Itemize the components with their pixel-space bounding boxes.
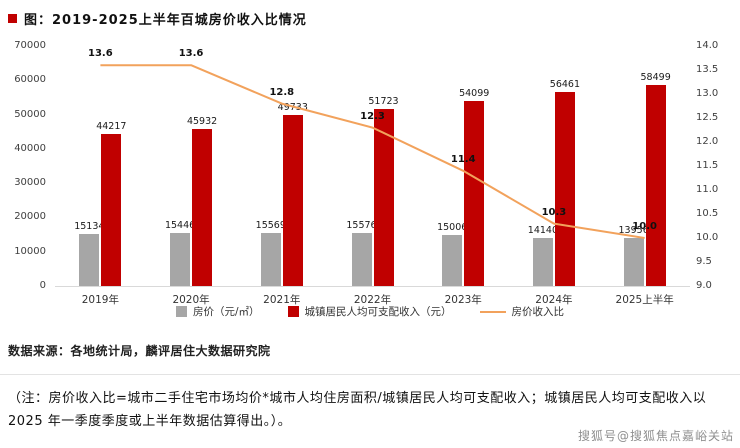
category-label: 2019年 [81, 294, 119, 306]
bar-value-label: 56461 [549, 79, 581, 91]
left-axis-tick-label: 0 [39, 280, 46, 291]
price-bar [532, 237, 553, 286]
bar-value-label: 15134 [74, 221, 105, 233]
bar-value-label: 58499 [640, 72, 671, 84]
right-axis-tick-label: 13.5 [696, 64, 719, 75]
left-axis-tick-label: 40000 [14, 142, 46, 154]
right-axis-tick-label: 12.5 [696, 112, 719, 123]
legend-label: 城镇居民人均可支配收入（元） [304, 306, 452, 318]
legend-item: 城镇居民人均可支配收入（元） [287, 304, 452, 319]
bar-value-label: 15446 [164, 220, 196, 232]
price-bar [351, 232, 372, 286]
right-axis-tick-label: 13.0 [696, 88, 719, 99]
bar-value-label: 13956 [618, 225, 649, 237]
legend-swatch-icon [175, 306, 187, 317]
right-axis-tick-label: 14.0 [696, 40, 719, 51]
chart-legend: 房价（元/㎡） 城镇居民人均可支配收入（元） 房价收入比 [0, 304, 740, 319]
left-axis-tick-label: 70000 [14, 40, 46, 51]
ratio-line [100, 64, 645, 239]
ratio-value-label: 11.4 [450, 153, 476, 165]
income-bar [373, 108, 394, 286]
right-axis-tick-label: 9.0 [696, 280, 712, 291]
legend-item: 房价收入比 [479, 304, 565, 319]
legend-line-icon [479, 310, 506, 313]
income-bar [101, 134, 122, 286]
category-label: 2023年 [444, 294, 482, 306]
category-label: 2020年 [172, 294, 210, 306]
ratio-value-label: 10.0 [632, 221, 657, 232]
ratio-value-label: 10.3 [541, 206, 567, 218]
right-axis-tick-label: 11.0 [696, 184, 719, 195]
price-bar [442, 234, 463, 286]
watermark: 搜狐号@搜狐焦点嘉峪关站 [577, 429, 734, 443]
income-bar [192, 128, 213, 286]
ratio-value-label: 13.6 [88, 48, 113, 60]
bar-value-label: 51723 [368, 95, 399, 107]
chart-title-row: 图：2019-2025上半年百城房价收入比情况 [0, 0, 740, 28]
price-bar [79, 234, 100, 286]
bar-value-label: 45932 [186, 115, 218, 127]
category-label: 2022年 [353, 294, 392, 306]
price-bar [170, 233, 191, 286]
bar-value-label: 15006 [437, 221, 468, 233]
plot-area: 15134 44217 2019年 15446 45932 2020年 15569 49733… [55, 46, 690, 306]
category-label: 2021年 [263, 294, 301, 306]
data-source: 数据来源：各地统计局，麟评居住大数据研究院 [8, 344, 271, 358]
income-bar [554, 92, 575, 286]
bar-value-label: 15569 [255, 219, 286, 231]
bar-value-label: 15576 [346, 219, 377, 231]
bar-value-label: 49733 [277, 102, 308, 114]
right-axis: 9.0 9.5 10.0 10.5 11.0 11.5 12.0 12.5 13.0 13.5 14… [694, 40, 740, 291]
right-axis-tick-label: 10.0 [696, 232, 719, 243]
chart-title: 图：2019-2025上半年百城房价收入比情况 [24, 13, 307, 28]
footnote: （注：房价收入比=城市二手住宅市场均价*城市人均住房面积/城镇居民人均可支配收入… [8, 391, 707, 430]
right-axis-tick-label: 11.5 [696, 160, 719, 171]
left-axis-tick-label: 10000 [14, 245, 46, 257]
income-bar [464, 100, 485, 286]
left-axis-tick-label: 50000 [14, 108, 46, 120]
legend-swatch-icon [287, 306, 299, 317]
right-axis-tick-label: 12.0 [696, 136, 719, 147]
income-bar [645, 85, 666, 286]
right-axis-tick-label: 9.5 [696, 256, 712, 267]
combo-chart: 0 10000 20000 30000 40000 50000 60000 70000 151… [0, 32, 740, 332]
right-axis-tick-label: 10.5 [696, 208, 719, 219]
red-square-bullet-icon [8, 14, 17, 23]
left-axis: 0 10000 20000 30000 40000 50000 60000 70000 [0, 40, 50, 291]
category-label: 2024年 [535, 294, 573, 306]
legend-label: 房价收入比 [511, 306, 565, 318]
bar-value-label: 54099 [459, 87, 490, 99]
category-label: 2025上半年 [615, 294, 674, 306]
left-axis-tick-label: 60000 [14, 74, 46, 86]
price-bar [623, 238, 644, 286]
left-axis-tick-label: 30000 [14, 177, 46, 189]
divider [0, 374, 740, 375]
legend-item: 房价（元/㎡） [175, 304, 260, 319]
price-bar [260, 232, 281, 286]
ratio-value-label: 12.3 [360, 110, 385, 122]
bar-value-label: 44217 [96, 121, 127, 133]
legend-label: 房价（元/㎡） [192, 306, 260, 318]
income-bar [282, 115, 303, 286]
ratio-value-label: 12.8 [269, 86, 295, 98]
bar-value-label: 14140 [527, 224, 559, 236]
ratio-value-label: 13.6 [178, 48, 204, 60]
left-axis-tick-label: 20000 [14, 211, 46, 223]
